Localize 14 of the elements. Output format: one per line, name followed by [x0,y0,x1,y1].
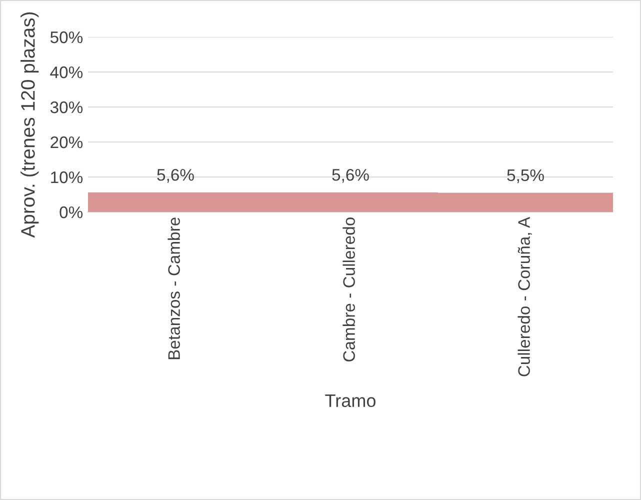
x-axis-title: Tramo [325,394,376,408]
data-label: 5,5% [507,169,544,184]
x-tick-label: Cambre - Culleredo [342,218,355,362]
y-tick-label: 0% [60,206,83,218]
y-tick-label: 40% [50,66,83,78]
data-label: 5,6% [157,168,194,183]
x-tick-label: Culleredo - Coruña, A [518,216,532,376]
y-axis-title: Aprov. (trenes 120 plazas) [20,12,39,238]
y-tick-label: 50% [50,31,83,44]
y-tick-label: 10% [51,171,83,184]
x-tick-label: Betanzos - Cambre [168,218,180,360]
y-tick-label: 30% [50,101,83,114]
data-label: 5,6% [332,168,369,183]
y-tick-label: 20% [50,136,83,148]
